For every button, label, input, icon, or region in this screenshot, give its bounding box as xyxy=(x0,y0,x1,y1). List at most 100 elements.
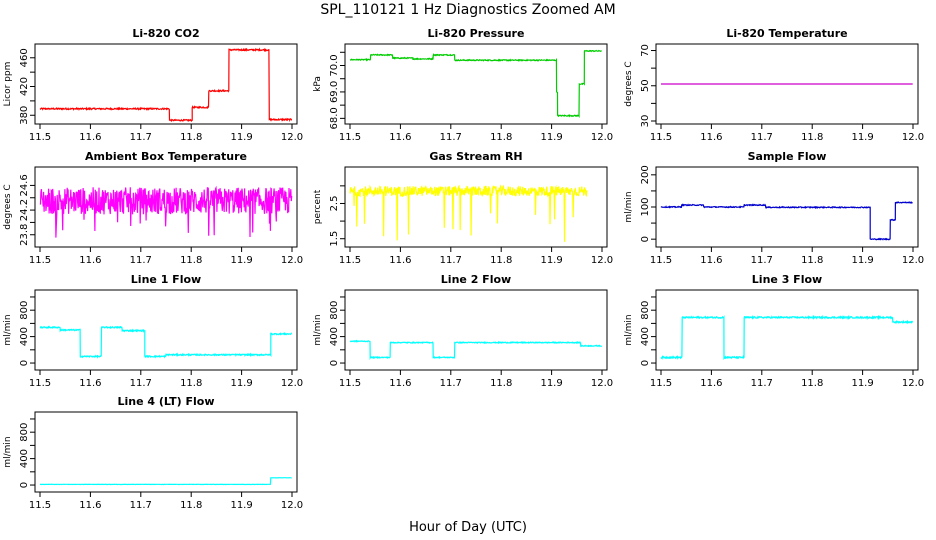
x-tick-label: 12.0 xyxy=(902,255,924,266)
x-tick-label: 11.7 xyxy=(440,132,462,143)
y-axis-label: Licor ppm xyxy=(3,62,13,107)
x-tick-label: 11.5 xyxy=(29,378,51,389)
chart-panel: Sample Flow 11.5 11.6 11.7 11.8 11.9 12.0 0 100 2… xyxy=(624,150,924,266)
plot-frame xyxy=(344,289,608,371)
y-tick-label: 24.6 xyxy=(19,174,30,196)
y-tick-label: 400 xyxy=(19,327,30,346)
x-tick-label: 11.7 xyxy=(130,500,152,511)
x-tick-label: 11.7 xyxy=(440,255,462,266)
x-tick-label: 11.8 xyxy=(490,132,512,143)
y-tick-label: 400 xyxy=(329,327,340,346)
y-axis-label: ml/min xyxy=(624,314,634,345)
x-tick-label: 11.6 xyxy=(389,255,411,266)
y-axis-label: percent xyxy=(313,189,323,224)
y-tick-label: 70 xyxy=(640,44,651,57)
series-line xyxy=(39,47,293,123)
x-tick-label: 11.6 xyxy=(79,378,101,389)
x-tick-label: 11.6 xyxy=(79,132,101,143)
x-tick-label: 11.9 xyxy=(851,378,873,389)
y-tick-label: 1.5 xyxy=(329,231,340,247)
x-tick-label: 11.8 xyxy=(801,378,823,389)
chart-panel: Line 1 Flow 11.5 11.6 11.7 11.8 11.9 12.0 0 400 8… xyxy=(3,273,303,389)
x-tick-label: 11.5 xyxy=(29,255,51,266)
chart-title: Gas Stream RH xyxy=(429,150,522,163)
x-tick-label: 11.8 xyxy=(490,255,512,266)
x-tick-label: 11.5 xyxy=(650,132,672,143)
chart-panel: Li-820 CO2 11.5 11.6 11.7 11.8 11.9 12.0 380 420… xyxy=(3,27,303,143)
y-axis-label: degrees C xyxy=(3,184,13,229)
y-tick-label: 23.8 xyxy=(19,224,30,246)
x-tick-label: 12.0 xyxy=(591,378,613,389)
x-tick-label: 11.7 xyxy=(130,132,152,143)
y-tick-label: 0 xyxy=(19,360,30,366)
plot-frame xyxy=(344,166,608,248)
series-line xyxy=(660,201,913,241)
x-tick-label: 11.6 xyxy=(79,500,101,511)
y-tick-label: 68.0 xyxy=(329,107,340,129)
x-tick-label: 11.8 xyxy=(801,132,823,143)
y-axis-label: ml/min xyxy=(3,314,13,345)
y-tick-label: 800 xyxy=(329,301,340,320)
x-tick-label: 12.0 xyxy=(281,378,303,389)
y-tick-label: 0 xyxy=(19,482,30,488)
chart-panel: Li-820 Temperature 11.5 11.6 11.7 11.8 11.9 12… xyxy=(624,27,924,143)
y-tick-label: 200 xyxy=(640,165,651,184)
y-tick-label: 400 xyxy=(640,327,651,346)
chart-panel: Line 3 Flow 11.5 11.6 11.7 11.8 11.9 12.0 0 400 8… xyxy=(624,273,924,389)
plot-frame xyxy=(34,289,298,371)
y-axis-label: ml/min xyxy=(624,191,634,222)
figure-title: SPL_110121 1 Hz Diagnostics Zoomed AM xyxy=(320,2,615,18)
y-axis-label: ml/min xyxy=(313,314,323,345)
x-tick-label: 12.0 xyxy=(591,255,613,266)
y-tick-label: 800 xyxy=(19,301,30,320)
x-tick-label: 11.7 xyxy=(751,255,773,266)
x-tick-label: 11.6 xyxy=(700,132,722,143)
x-tick-label: 11.6 xyxy=(389,378,411,389)
x-tick-label: 11.9 xyxy=(540,255,562,266)
series-line xyxy=(39,185,293,238)
x-tick-label: 11.9 xyxy=(851,132,873,143)
x-tick-label: 12.0 xyxy=(591,132,613,143)
y-tick-label: 460 xyxy=(19,48,30,67)
chart-panel: Li-820 Pressure 11.5 11.6 11.7 11.8 11.9 12.0 6… xyxy=(313,27,613,143)
chart-title: Sample Flow xyxy=(748,150,827,163)
y-tick-label: 0 xyxy=(640,360,651,366)
x-tick-label: 11.8 xyxy=(180,378,202,389)
x-tick-label: 11.6 xyxy=(79,255,101,266)
x-tick-label: 11.9 xyxy=(230,378,252,389)
y-axis-label: ml/min xyxy=(3,436,13,467)
y-tick-label: 800 xyxy=(19,423,30,442)
x-tick-label: 11.9 xyxy=(851,255,873,266)
chart-title: Line 2 Flow xyxy=(441,273,511,286)
series-line xyxy=(349,339,603,361)
x-tick-label: 11.8 xyxy=(490,378,512,389)
x-tick-label: 11.7 xyxy=(751,378,773,389)
x-tick-label: 11.8 xyxy=(180,255,202,266)
y-tick-label: 70.0 xyxy=(329,54,340,76)
x-tick-label: 12.0 xyxy=(281,132,303,143)
x-tick-label: 11.9 xyxy=(230,132,252,143)
y-axis-label: degrees C xyxy=(624,61,634,106)
x-tick-label: 11.6 xyxy=(389,132,411,143)
chart-title: Li-820 Temperature xyxy=(726,27,847,40)
series-line xyxy=(660,314,913,361)
x-tick-label: 11.5 xyxy=(29,500,51,511)
chart-title: Ambient Box Temperature xyxy=(85,150,247,163)
x-tick-label: 11.5 xyxy=(29,132,51,143)
x-tick-label: 11.5 xyxy=(650,255,672,266)
x-tick-label: 11.5 xyxy=(339,378,361,389)
x-tick-label: 11.9 xyxy=(230,500,252,511)
x-tick-label: 12.0 xyxy=(902,132,924,143)
x-tick-label: 12.0 xyxy=(281,500,303,511)
chart-title: Line 1 Flow xyxy=(131,273,201,286)
x-tick-label: 12.0 xyxy=(281,255,303,266)
chart-panel: Line 2 Flow 11.5 11.6 11.7 11.8 11.9 12.0 0 400 8… xyxy=(313,273,613,389)
x-tick-label: 11.5 xyxy=(339,132,361,143)
y-tick-label: 24.2 xyxy=(19,199,30,221)
x-tick-label: 11.8 xyxy=(180,500,202,511)
x-tick-label: 12.0 xyxy=(902,378,924,389)
x-tick-label: 11.8 xyxy=(801,255,823,266)
y-tick-label: 420 xyxy=(19,77,30,96)
plot-frame xyxy=(34,166,298,248)
